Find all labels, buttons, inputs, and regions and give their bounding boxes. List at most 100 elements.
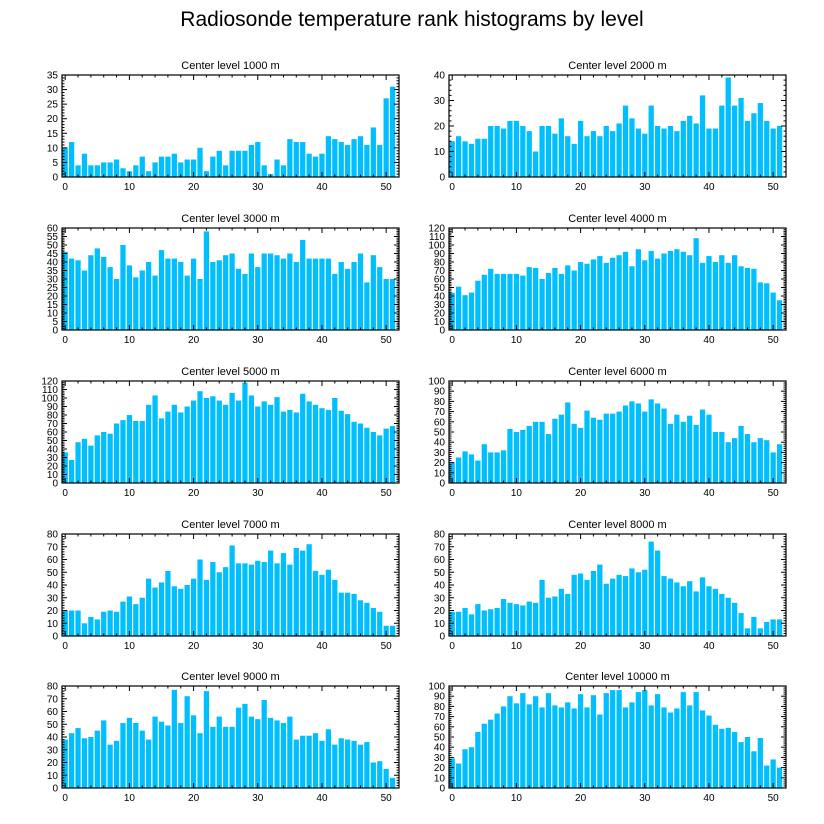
- y-tick-label: 30: [434, 593, 446, 604]
- bar: [744, 628, 751, 636]
- bar: [293, 142, 299, 177]
- x-tick-label: 30: [639, 182, 651, 193]
- bar: [513, 120, 520, 177]
- bar: [319, 153, 325, 177]
- bar: [280, 258, 287, 330]
- bar: [757, 282, 763, 330]
- bar: [197, 391, 203, 483]
- x-tick-label: 30: [639, 335, 651, 346]
- bar: [558, 588, 564, 636]
- bar: [635, 249, 641, 330]
- bar: [113, 279, 120, 330]
- bar: [223, 255, 229, 330]
- bar: [610, 257, 616, 330]
- bar: [597, 419, 603, 483]
- x-tick-label: 30: [252, 182, 264, 193]
- bar: [190, 578, 197, 637]
- bar: [216, 400, 222, 483]
- bar: [488, 719, 494, 788]
- bar: [494, 273, 500, 330]
- bar: [165, 411, 171, 483]
- bar: [610, 690, 616, 788]
- bar: [165, 570, 171, 636]
- y-tick-label: 40: [434, 581, 446, 592]
- y-tick-label: 20: [47, 462, 59, 473]
- bar: [552, 133, 558, 177]
- bar: [610, 578, 616, 637]
- x-tick-label: 20: [188, 793, 200, 804]
- bar: [500, 599, 507, 636]
- bar: [383, 279, 389, 330]
- bar: [274, 563, 280, 636]
- bar: [629, 401, 635, 483]
- bar: [545, 273, 552, 330]
- x-tick-label: 30: [252, 793, 264, 804]
- y-tick-label: 80: [434, 530, 446, 541]
- y-tick-label: 45: [47, 249, 59, 260]
- y-tick-label: 90: [434, 387, 446, 398]
- bar: [248, 144, 254, 177]
- bar: [584, 707, 590, 788]
- bar: [577, 262, 584, 330]
- bar: [255, 142, 261, 177]
- x-tick-label: 0: [62, 182, 68, 193]
- x-tick-label: 40: [316, 182, 328, 193]
- bar: [389, 86, 396, 177]
- y-tick-label: 50: [47, 720, 59, 731]
- bar: [152, 162, 158, 177]
- bar: [242, 382, 248, 483]
- bar: [680, 421, 686, 483]
- y-tick-label: 30: [434, 448, 446, 459]
- bar: [475, 138, 481, 177]
- bar: [107, 162, 113, 177]
- y-tick-label: 120: [41, 377, 58, 388]
- y-tick-label: 20: [434, 122, 446, 133]
- y-tick-label: 0: [439, 326, 445, 337]
- y-tick-label: 10: [434, 773, 446, 784]
- y-tick-label: 0: [52, 784, 58, 795]
- bar: [139, 730, 145, 789]
- bar: [171, 404, 177, 483]
- bar: [622, 707, 629, 788]
- y-tick-label: 0: [52, 326, 58, 337]
- bar: [449, 611, 455, 636]
- bar: [552, 705, 558, 788]
- bar: [603, 583, 609, 636]
- x-tick-label: 30: [252, 641, 264, 652]
- bar: [190, 400, 197, 483]
- bar: [706, 414, 712, 483]
- bar: [776, 300, 783, 330]
- bar: [332, 744, 338, 788]
- bar: [255, 560, 261, 636]
- bar: [267, 550, 274, 636]
- bar: [261, 562, 267, 636]
- bar: [223, 404, 229, 483]
- bar: [616, 690, 622, 788]
- bar: [357, 253, 364, 330]
- bar: [693, 424, 699, 483]
- bar: [456, 136, 462, 177]
- bar: [545, 434, 552, 483]
- bar: [293, 739, 299, 788]
- bar: [184, 406, 190, 483]
- bar: [468, 143, 475, 177]
- bar: [351, 421, 357, 483]
- bar: [468, 454, 475, 483]
- bar: [351, 740, 357, 788]
- bar: [687, 115, 693, 177]
- bar: [526, 601, 532, 636]
- bar: [629, 266, 635, 330]
- bar: [732, 105, 738, 177]
- y-tick-label: 35: [47, 266, 59, 277]
- bar: [648, 105, 654, 177]
- bar: [165, 258, 171, 330]
- bar: [210, 396, 216, 483]
- bar: [101, 256, 107, 330]
- bar: [622, 576, 629, 636]
- bar: [184, 696, 190, 788]
- y-tick-label: 0: [439, 784, 445, 795]
- bar: [558, 707, 564, 788]
- bar: [158, 582, 165, 636]
- bar: [488, 609, 494, 636]
- bar: [88, 737, 94, 788]
